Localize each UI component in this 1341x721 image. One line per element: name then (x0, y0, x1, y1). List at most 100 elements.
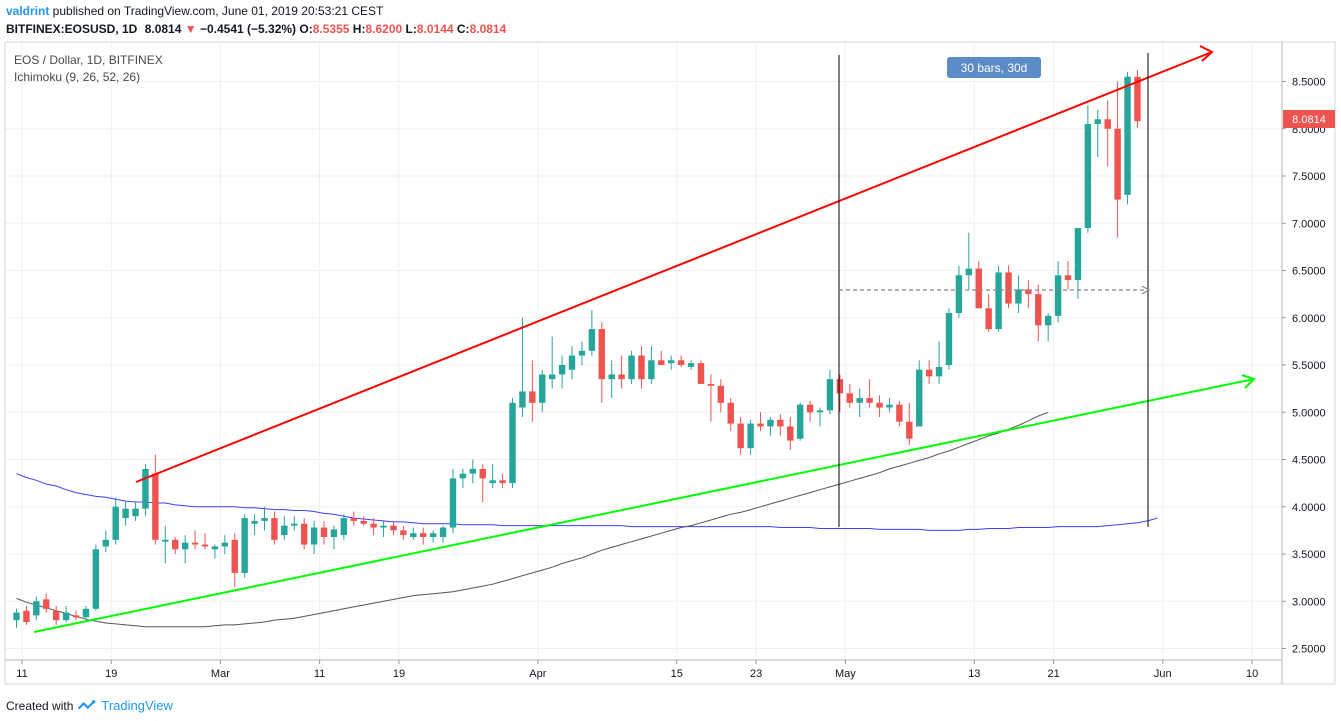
candle[interactable] (539, 369, 546, 413)
candle[interactable] (122, 502, 129, 526)
candle[interactable] (727, 398, 734, 432)
candle[interactable] (777, 414, 784, 436)
candle[interactable] (568, 346, 576, 380)
candle[interactable] (162, 525, 169, 564)
candle[interactable] (747, 419, 754, 455)
candle[interactable] (1015, 275, 1022, 314)
candle[interactable] (1035, 284, 1042, 342)
candle[interactable] (796, 402, 804, 441)
candle[interactable] (102, 530, 109, 553)
candle[interactable] (1084, 105, 1092, 233)
candle[interactable] (72, 610, 80, 621)
candle[interactable] (826, 369, 834, 415)
candle[interactable] (608, 360, 615, 399)
resistance-trendline[interactable] (135, 51, 1213, 483)
candle[interactable] (340, 514, 348, 540)
candle[interactable] (578, 341, 586, 365)
candle[interactable] (588, 310, 596, 356)
candle[interactable] (806, 400, 814, 422)
candle[interactable] (1104, 100, 1111, 167)
candle[interactable] (965, 232, 973, 290)
candle[interactable] (856, 388, 863, 417)
candle[interactable] (360, 516, 367, 526)
candle[interactable] (221, 535, 229, 554)
candle[interactable] (350, 511, 357, 526)
candle[interactable] (628, 350, 635, 384)
candle[interactable] (152, 454, 159, 545)
candle[interactable] (906, 402, 913, 446)
candle[interactable] (985, 294, 992, 332)
candle[interactable] (499, 473, 506, 488)
candle[interactable] (251, 514, 258, 536)
candle[interactable] (638, 346, 645, 389)
candle[interactable] (787, 416, 794, 451)
candle[interactable] (707, 374, 715, 422)
candle[interactable] (548, 336, 556, 389)
candle[interactable] (43, 593, 50, 613)
candle[interactable] (310, 520, 318, 554)
indicator-legend[interactable]: Ichimoku (9, 26, 52, 26) (14, 70, 141, 84)
candle[interactable] (300, 518, 308, 550)
candle[interactable] (320, 520, 328, 545)
candle[interactable] (439, 525, 447, 543)
candle[interactable] (717, 379, 725, 413)
candle[interactable] (82, 605, 90, 621)
candle[interactable] (489, 464, 496, 488)
candle[interactable] (1064, 261, 1072, 290)
candle[interactable] (896, 400, 903, 427)
candle[interactable] (1054, 261, 1062, 323)
candle[interactable] (62, 605, 70, 623)
candle[interactable] (668, 355, 675, 370)
candle[interactable] (1044, 313, 1052, 342)
candle[interactable] (1134, 70, 1141, 128)
candle[interactable] (509, 398, 516, 488)
candle[interactable] (955, 265, 963, 318)
candle[interactable] (281, 516, 288, 540)
candle[interactable] (132, 502, 139, 521)
candle[interactable] (558, 355, 566, 389)
candle[interactable] (618, 355, 625, 389)
candle[interactable] (816, 407, 824, 427)
candle[interactable] (420, 527, 427, 545)
candle[interactable] (241, 514, 248, 578)
candle[interactable] (429, 530, 437, 543)
candle[interactable] (697, 360, 705, 384)
candle[interactable] (1025, 279, 1032, 309)
candle[interactable] (370, 518, 377, 536)
candle[interactable] (191, 530, 199, 550)
candle[interactable] (1005, 265, 1012, 309)
candle[interactable] (737, 416, 744, 455)
candle[interactable] (469, 459, 477, 484)
candle[interactable] (380, 520, 387, 537)
candle[interactable] (112, 497, 119, 545)
candle[interactable] (459, 468, 467, 488)
candle[interactable] (261, 506, 268, 531)
candle[interactable] (92, 544, 100, 611)
candle[interactable] (201, 533, 209, 550)
candle[interactable] (479, 464, 486, 503)
candle[interactable] (935, 341, 943, 384)
candle[interactable] (866, 379, 873, 408)
candle[interactable] (330, 525, 338, 550)
candle[interactable] (975, 261, 982, 309)
candle[interactable] (846, 383, 853, 408)
candle[interactable] (23, 605, 30, 625)
support-trendline[interactable] (33, 378, 1255, 633)
candle[interactable] (211, 544, 219, 559)
candle[interactable] (925, 360, 933, 384)
candle[interactable] (13, 608, 20, 628)
candle[interactable] (1074, 227, 1082, 299)
candle[interactable] (519, 317, 526, 417)
candle[interactable] (400, 525, 407, 540)
candle[interactable] (271, 511, 278, 545)
candle[interactable] (687, 360, 695, 370)
candle[interactable] (1114, 81, 1121, 238)
candle[interactable] (886, 398, 893, 413)
candle[interactable] (598, 322, 605, 403)
candle[interactable] (876, 395, 883, 417)
candle[interactable] (945, 308, 953, 370)
candle[interactable] (172, 536, 179, 554)
candle[interactable] (1094, 109, 1101, 158)
candle[interactable] (677, 355, 685, 367)
